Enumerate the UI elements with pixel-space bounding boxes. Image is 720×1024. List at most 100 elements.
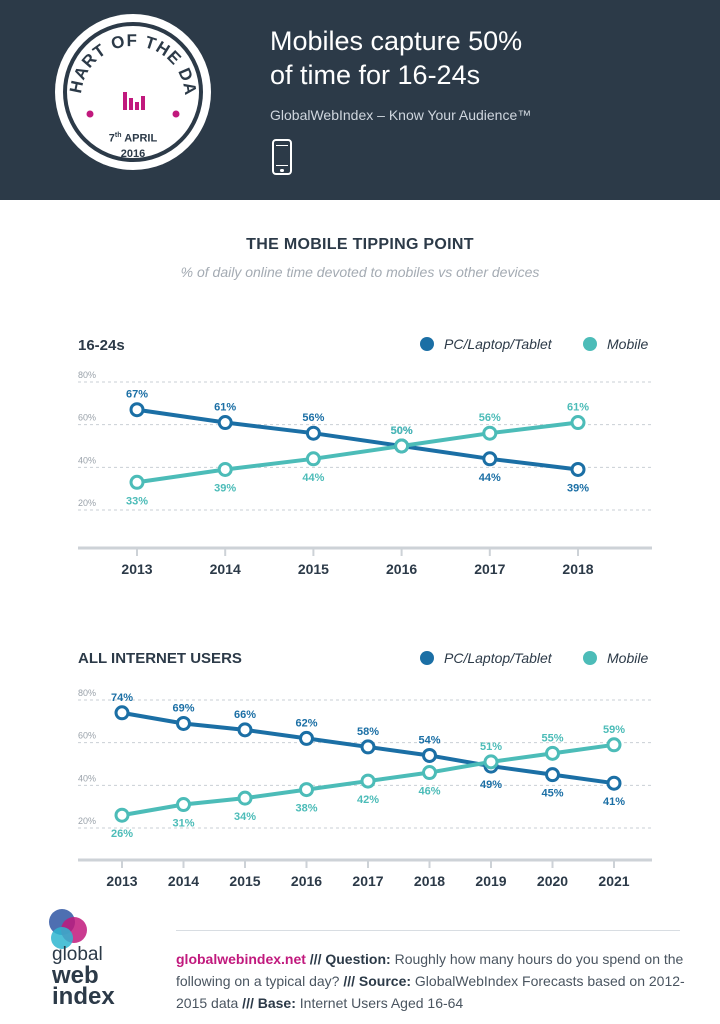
data-point bbox=[217, 415, 233, 431]
legend-dot-icon bbox=[583, 651, 597, 665]
x-tick-label: 2015 bbox=[298, 561, 329, 577]
data-point bbox=[545, 767, 560, 783]
data-point bbox=[217, 461, 233, 477]
data-point bbox=[237, 722, 253, 738]
data-label: 59% bbox=[603, 724, 625, 736]
line-chart-all-internet-users: 80% 60% 40% 20% 2013 2014 2015 2016 2017 2018 2019… bbox=[78, 688, 652, 889]
data-point bbox=[299, 782, 314, 798]
data-point bbox=[606, 737, 622, 753]
data-label: 39% bbox=[214, 482, 236, 494]
globalwebindex-logo-icon bbox=[49, 909, 87, 949]
data-label: 34% bbox=[234, 811, 256, 823]
legend-pc-all-users: PC/Laptop/Tablet bbox=[420, 650, 552, 666]
data-label: 42% bbox=[357, 794, 379, 806]
series-line-pc bbox=[136, 407, 579, 472]
header-banner: CHART OF THE DAY 7th APRIL 2016 Mobiles … bbox=[0, 0, 720, 200]
brand-tagline: GlobalWebIndex – Know Your Audience™ bbox=[270, 107, 532, 123]
data-label: 74% bbox=[111, 692, 133, 704]
y-tick-label: 40% bbox=[78, 455, 96, 465]
y-tick-label: 60% bbox=[78, 731, 96, 741]
badge-graphic: CHART OF THE DAY bbox=[55, 14, 200, 118]
data-label: 38% bbox=[295, 803, 317, 815]
data-label: 66% bbox=[234, 709, 256, 721]
data-label: 61% bbox=[214, 402, 236, 414]
x-tick-label: 2013 bbox=[106, 873, 137, 889]
bar-chart-icon bbox=[123, 92, 145, 110]
x-tick-label: 2021 bbox=[598, 873, 629, 889]
x-tick-label: 2018 bbox=[562, 561, 593, 577]
data-point bbox=[482, 425, 498, 441]
data-point bbox=[422, 765, 437, 781]
data-point bbox=[570, 461, 586, 477]
badge-date: 7th APRIL 2016 bbox=[108, 132, 158, 160]
data-label: 58% bbox=[357, 726, 379, 738]
data-label: 49% bbox=[480, 779, 502, 791]
data-point bbox=[570, 415, 586, 431]
line-chart-16-24s: 80% 60% 40% 20% 2013 2014 2015 2016 2017 2018 67% 6… bbox=[78, 370, 652, 577]
data-point bbox=[237, 790, 253, 806]
y-tick-label: 20% bbox=[78, 498, 96, 508]
data-point bbox=[129, 474, 145, 490]
badge-title: CHART OF THE DAY bbox=[55, 14, 199, 96]
data-label: 56% bbox=[479, 412, 501, 424]
y-tick-label: 20% bbox=[78, 816, 96, 826]
series-line-mobile bbox=[136, 420, 579, 485]
data-label: 39% bbox=[567, 482, 589, 494]
phone-icon bbox=[272, 139, 292, 175]
footer-notes: globalwebindex.net /// Question: Roughly… bbox=[176, 951, 685, 1011]
data-label: 46% bbox=[418, 786, 440, 798]
legend-dot-icon bbox=[583, 337, 597, 351]
legend-dot-icon bbox=[420, 337, 434, 351]
x-tick-label: 2019 bbox=[475, 873, 506, 889]
data-point bbox=[360, 773, 376, 789]
x-tick-label: 2015 bbox=[229, 873, 260, 889]
data-label: 41% bbox=[603, 796, 625, 808]
data-label: 62% bbox=[295, 717, 317, 729]
data-point bbox=[482, 451, 498, 467]
x-tick-label: 2017 bbox=[474, 561, 505, 577]
panel-title-16-24s: 16-24s bbox=[78, 337, 125, 354]
data-label: 33% bbox=[126, 495, 148, 507]
x-tick-label: 2017 bbox=[352, 873, 383, 889]
x-tick-label: 2018 bbox=[414, 873, 445, 889]
svg-text:CHART OF THE DAY: CHART OF THE DAY bbox=[55, 14, 200, 96]
data-point bbox=[129, 402, 145, 418]
x-tick-label: 2014 bbox=[210, 561, 241, 577]
y-tick-label: 40% bbox=[78, 773, 96, 783]
data-label: 26% bbox=[111, 828, 133, 840]
data-point bbox=[606, 775, 622, 791]
data-point bbox=[176, 715, 191, 731]
data-point bbox=[305, 425, 321, 441]
data-point bbox=[299, 730, 314, 746]
page-title: Mobiles capture 50% of time for 16-24s bbox=[270, 26, 523, 90]
legend-mobile-16-24s: Mobile bbox=[583, 336, 648, 352]
data-label: 51% bbox=[480, 741, 502, 753]
data-label: 50% bbox=[391, 425, 413, 437]
data-label: 67% bbox=[126, 389, 148, 401]
data-label: 31% bbox=[172, 818, 194, 830]
legend-mobile-all-users: Mobile bbox=[583, 650, 648, 666]
data-point bbox=[394, 438, 410, 454]
data-label: 56% bbox=[302, 412, 324, 424]
data-point bbox=[176, 797, 191, 813]
data-label: 69% bbox=[172, 702, 194, 714]
chart-subheading: % of daily online time devoted to mobile… bbox=[180, 264, 540, 280]
x-tick-label: 2013 bbox=[121, 561, 152, 577]
y-tick-label: 80% bbox=[78, 370, 96, 380]
legend-pc-16-24s: PC/Laptop/Tablet bbox=[420, 336, 552, 352]
x-tick-label: 2016 bbox=[291, 873, 322, 889]
data-point bbox=[305, 451, 321, 467]
data-label: 50% bbox=[391, 425, 413, 437]
x-tick-label: 2016 bbox=[386, 561, 417, 577]
data-label: 61% bbox=[567, 402, 589, 414]
data-point bbox=[360, 739, 376, 755]
site-link[interactable]: globalwebindex.net bbox=[176, 951, 306, 967]
data-label: 45% bbox=[541, 788, 563, 800]
y-tick-label: 80% bbox=[78, 688, 96, 698]
data-label: 55% bbox=[541, 732, 563, 744]
logo-wordmark: global web index bbox=[52, 944, 115, 1010]
x-tick-label: 2014 bbox=[168, 873, 199, 889]
chart-of-the-day-badge: CHART OF THE DAY 7th APRIL 2016 bbox=[55, 14, 211, 170]
legend-dot-icon bbox=[420, 651, 434, 665]
y-tick-label: 60% bbox=[78, 413, 96, 423]
